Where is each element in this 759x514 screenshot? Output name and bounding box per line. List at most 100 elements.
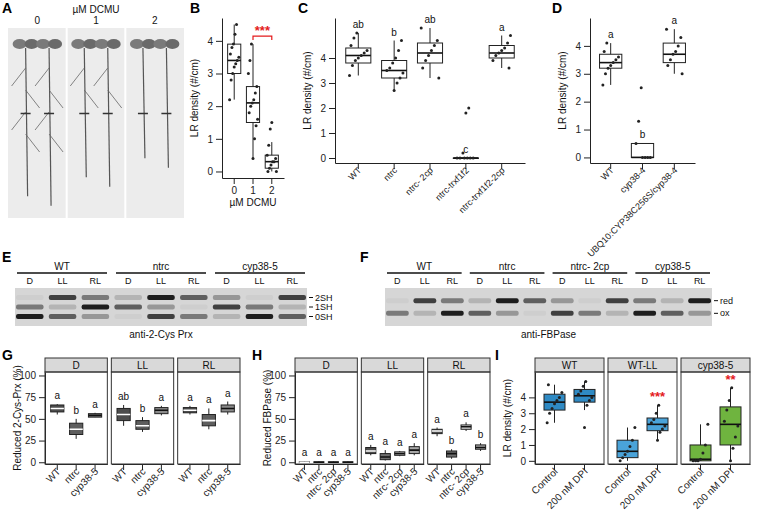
panel-letter: H <box>252 347 262 363</box>
tick: 0 <box>320 153 335 164</box>
tick-label: ntrc-trxf1f2 <box>433 165 470 202</box>
point <box>396 82 399 85</box>
tick: 50 <box>275 414 295 425</box>
group-rule <box>387 272 462 274</box>
lateral-root <box>84 90 98 108</box>
tick-label: 2 <box>520 424 526 435</box>
tick: WT <box>176 464 195 485</box>
tick-label: WT <box>44 466 63 485</box>
point <box>437 77 440 80</box>
point <box>548 412 551 415</box>
point <box>560 391 563 394</box>
point <box>546 421 549 424</box>
point <box>646 156 649 159</box>
band <box>213 305 241 310</box>
tick: 75 <box>25 392 45 403</box>
box <box>246 87 259 123</box>
x-axis: WTntrcntrc- 2cpcyp38-5 <box>357 464 424 501</box>
box <box>432 429 442 433</box>
point <box>255 85 258 88</box>
x-axis: Control200 nM DPI <box>529 464 604 511</box>
significance-stars: ** <box>725 372 736 387</box>
box <box>155 408 168 414</box>
facet-title: D <box>323 360 330 371</box>
point <box>248 111 251 114</box>
median <box>453 157 478 159</box>
tick: ntrc- 2cp <box>403 163 435 197</box>
plot-area <box>299 461 353 463</box>
y-axis-title: LR density (#/cm) <box>557 51 568 129</box>
tick-label: 4 <box>520 392 526 403</box>
median <box>409 449 419 451</box>
tick-label: WT <box>346 165 363 182</box>
point <box>665 28 668 31</box>
lane-label: RL <box>694 276 706 286</box>
tick-label: 3 <box>520 408 526 419</box>
significance-letter: a <box>345 447 351 458</box>
y-axis-line <box>222 19 223 179</box>
group-rule <box>116 272 206 274</box>
tick: WT <box>599 163 616 182</box>
seedling-root <box>166 48 168 168</box>
band-marker <box>714 313 718 314</box>
tick: cyp38-5 <box>67 464 100 499</box>
tick-label: cyp38-4 <box>618 165 648 195</box>
significance-letter: a <box>382 436 388 447</box>
tick-mark <box>289 441 295 442</box>
tick-label: 1 <box>575 124 581 135</box>
lateral-root <box>12 112 26 130</box>
point <box>236 59 239 62</box>
point <box>491 59 494 62</box>
box <box>265 155 278 168</box>
band <box>246 295 274 300</box>
y-axis-line <box>335 19 336 164</box>
box <box>544 394 565 410</box>
group-rule <box>635 272 710 274</box>
tick: cyp38-5 <box>200 464 233 499</box>
panel-letter: C <box>298 0 308 16</box>
point <box>500 49 503 52</box>
box <box>647 418 668 431</box>
panel-border <box>178 372 240 464</box>
point <box>506 42 509 45</box>
x-axis: WTntrcntrc- 2cpcyp38-5 <box>291 464 358 501</box>
box <box>417 43 442 63</box>
point <box>494 54 497 57</box>
lane-label: LL <box>420 276 430 286</box>
significance-letter: ab <box>353 19 365 30</box>
box <box>574 389 595 402</box>
median <box>228 60 241 62</box>
significance-stars: *** <box>650 389 666 404</box>
tick-mark <box>584 130 590 131</box>
tick-label: 0 <box>575 152 581 163</box>
tick: cyp38-5 <box>134 464 167 499</box>
point <box>250 43 253 46</box>
tick-label: 25 <box>275 435 287 446</box>
group-label: ntrc- 2cp <box>570 261 609 272</box>
median <box>88 415 101 417</box>
tick-label: 75 <box>275 392 287 403</box>
lane-label: D <box>559 276 566 286</box>
panel-border <box>111 372 173 464</box>
point <box>663 424 666 427</box>
tick: WT <box>346 163 363 182</box>
facet-strip <box>178 358 240 372</box>
point <box>601 83 604 86</box>
point <box>624 453 627 456</box>
box <box>631 143 653 157</box>
point <box>357 57 360 60</box>
point <box>607 67 610 70</box>
point <box>232 43 235 46</box>
panel-border <box>608 372 677 464</box>
band <box>16 305 44 310</box>
median <box>183 409 196 411</box>
x-axis: WTntrcntrc- 2cpcyp38-5 <box>424 464 491 501</box>
lane-label: D <box>125 276 132 286</box>
tick: WT <box>44 464 63 485</box>
box <box>663 43 685 63</box>
panel-border <box>361 372 423 464</box>
point <box>251 101 254 104</box>
facet-strip <box>681 358 750 372</box>
band <box>441 311 464 316</box>
root-mark <box>161 113 171 115</box>
